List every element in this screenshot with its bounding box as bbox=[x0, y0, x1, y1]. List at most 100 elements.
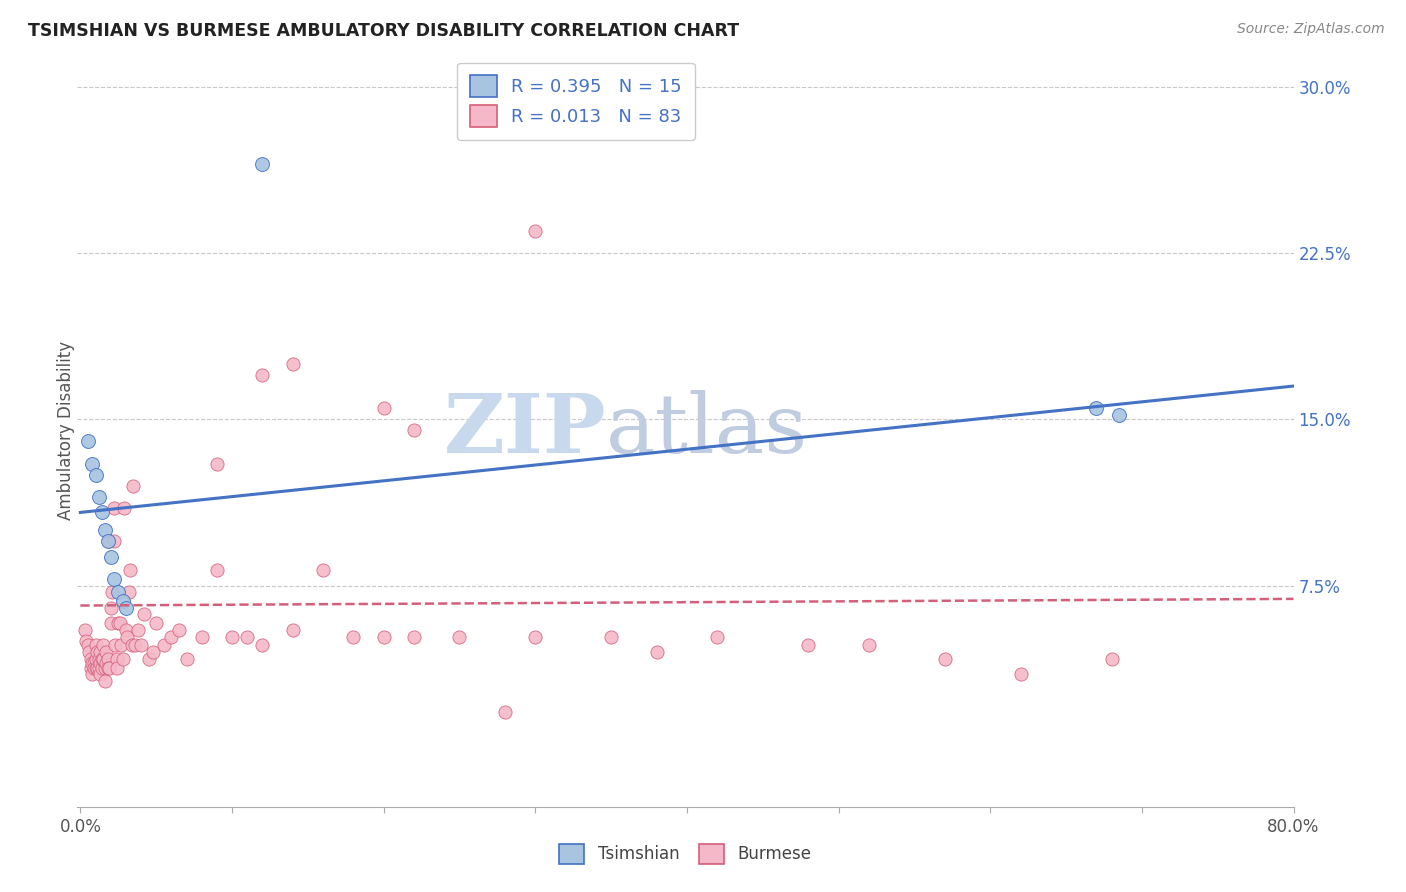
Point bbox=[84, 660, 107, 674]
Point bbox=[115, 600, 138, 615]
Point bbox=[87, 660, 110, 674]
Point bbox=[104, 639, 127, 653]
Point bbox=[98, 660, 121, 674]
Point bbox=[205, 457, 228, 471]
Point bbox=[90, 651, 112, 665]
Point bbox=[89, 645, 111, 659]
Y-axis label: Ambulatory Disability: Ambulatory Disability bbox=[58, 341, 75, 520]
Point bbox=[75, 634, 97, 648]
Point bbox=[934, 651, 956, 665]
Point bbox=[87, 490, 110, 504]
Point bbox=[236, 630, 259, 644]
Point bbox=[83, 660, 105, 674]
Point bbox=[77, 434, 100, 449]
Point bbox=[373, 630, 395, 644]
Point bbox=[524, 224, 547, 238]
Point bbox=[176, 651, 198, 665]
Point bbox=[190, 630, 212, 644]
Point bbox=[127, 623, 149, 637]
Point bbox=[82, 656, 104, 670]
Point bbox=[129, 639, 152, 653]
Point bbox=[89, 667, 111, 681]
Point bbox=[90, 505, 112, 519]
Point bbox=[84, 651, 107, 665]
Point bbox=[101, 585, 124, 599]
Point bbox=[252, 157, 274, 171]
Point bbox=[100, 616, 122, 631]
Point bbox=[105, 660, 128, 674]
Point bbox=[73, 623, 96, 637]
Point bbox=[80, 651, 103, 665]
Point bbox=[115, 623, 138, 637]
Point bbox=[252, 639, 274, 653]
Point bbox=[252, 368, 274, 382]
Point bbox=[449, 630, 471, 644]
Point bbox=[103, 534, 125, 549]
Point bbox=[83, 656, 105, 670]
Point bbox=[312, 563, 335, 577]
Point bbox=[93, 523, 115, 537]
Point bbox=[89, 656, 111, 670]
Point bbox=[402, 630, 425, 644]
Point bbox=[373, 401, 395, 416]
Point bbox=[103, 500, 125, 515]
Point bbox=[90, 660, 112, 674]
Point bbox=[82, 457, 104, 471]
Point bbox=[645, 645, 668, 659]
Point bbox=[1085, 401, 1108, 416]
Point bbox=[142, 645, 165, 659]
Text: atlas: atlas bbox=[606, 391, 808, 470]
Point bbox=[111, 594, 134, 608]
Point bbox=[111, 651, 134, 665]
Point bbox=[86, 645, 108, 659]
Point bbox=[138, 651, 160, 665]
Point bbox=[91, 651, 114, 665]
Point bbox=[97, 651, 120, 665]
Point bbox=[160, 630, 183, 644]
Legend: Tsimshian, Burmese: Tsimshian, Burmese bbox=[553, 837, 818, 871]
Point bbox=[117, 630, 139, 644]
Point bbox=[167, 623, 190, 637]
Point bbox=[87, 651, 110, 665]
Text: ZIP: ZIP bbox=[444, 391, 606, 470]
Point bbox=[84, 639, 107, 653]
Point bbox=[120, 563, 142, 577]
Point bbox=[93, 673, 115, 688]
Point bbox=[100, 549, 122, 564]
Point bbox=[152, 639, 174, 653]
Point bbox=[797, 639, 820, 653]
Point bbox=[93, 660, 115, 674]
Point bbox=[110, 639, 132, 653]
Point bbox=[103, 572, 125, 586]
Point bbox=[858, 639, 880, 653]
Point bbox=[79, 645, 101, 659]
Point bbox=[105, 651, 128, 665]
Point bbox=[94, 656, 117, 670]
Point bbox=[97, 534, 120, 549]
Point bbox=[281, 623, 304, 637]
Point bbox=[122, 479, 145, 493]
Point bbox=[100, 600, 122, 615]
Point bbox=[98, 534, 121, 549]
Point bbox=[84, 467, 107, 482]
Point bbox=[77, 639, 100, 653]
Point bbox=[402, 424, 425, 438]
Point bbox=[108, 616, 131, 631]
Point bbox=[342, 630, 364, 644]
Point bbox=[221, 630, 243, 644]
Point bbox=[281, 357, 304, 371]
Point bbox=[112, 500, 135, 515]
Point bbox=[145, 616, 167, 631]
Text: TSIMSHIAN VS BURMESE AMBULATORY DISABILITY CORRELATION CHART: TSIMSHIAN VS BURMESE AMBULATORY DISABILI… bbox=[28, 22, 740, 40]
Point bbox=[494, 705, 516, 719]
Point bbox=[107, 585, 129, 599]
Point bbox=[118, 585, 141, 599]
Point bbox=[706, 630, 728, 644]
Point bbox=[94, 645, 117, 659]
Point bbox=[1010, 667, 1032, 681]
Point bbox=[1108, 408, 1130, 422]
Point bbox=[205, 563, 228, 577]
Point bbox=[132, 607, 155, 622]
Point bbox=[86, 660, 108, 674]
Point bbox=[97, 660, 120, 674]
